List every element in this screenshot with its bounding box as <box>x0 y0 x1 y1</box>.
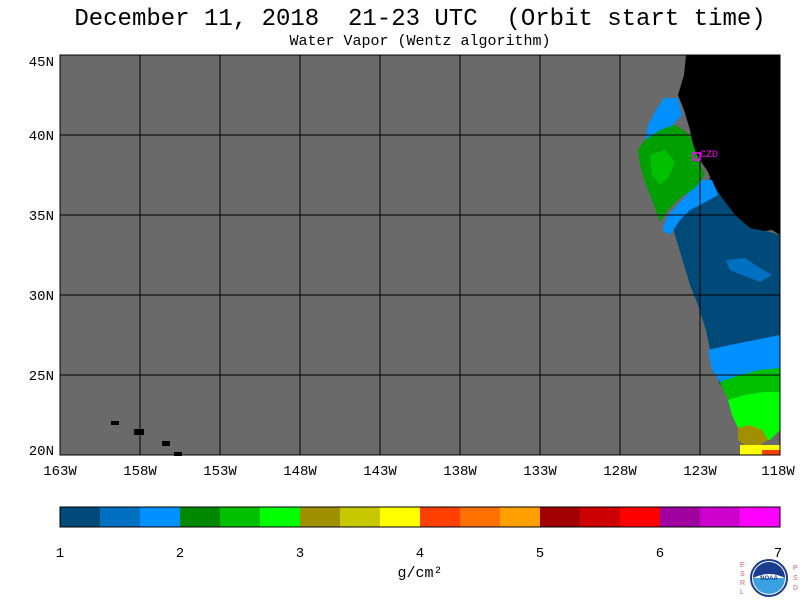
lon-label-133: 133W <box>523 464 557 480</box>
lat-label-20: 20N <box>29 444 54 460</box>
colorbar-segment <box>620 507 661 527</box>
longitude-labels: 163W 158W 153W 148W 143W 138W 133W 128W … <box>43 464 795 480</box>
colorbar-segment <box>500 507 541 527</box>
colorbar-tick-5: 5 <box>536 546 544 562</box>
svg-text:R: R <box>740 580 745 587</box>
land-mass <box>678 55 780 235</box>
colorbar-segment <box>460 507 501 527</box>
swath-light-blue-mid <box>662 180 718 235</box>
colorbar-segment <box>740 507 781 527</box>
colorbar-tick-2: 2 <box>176 546 184 562</box>
colorbar-segment <box>220 507 261 527</box>
swath-bright-green-north <box>650 150 675 185</box>
lon-label-158: 158W <box>123 464 157 480</box>
colorbar-segment <box>140 507 181 527</box>
map-title: December 11, 2018 21-23 UTC (Orbit start… <box>74 6 766 33</box>
svg-text:D: D <box>793 585 798 592</box>
lat-label-25: 25N <box>29 369 54 385</box>
svg-text:E: E <box>740 562 745 569</box>
lon-label-143: 143W <box>363 464 397 480</box>
colorbar-tick-1: 1 <box>56 546 64 562</box>
lon-label-118: 118W <box>761 464 795 480</box>
lon-label-123: 123W <box>683 464 717 480</box>
swath-olive <box>738 425 768 445</box>
map-frame <box>59 54 781 456</box>
swath-light-blue-patch <box>726 258 772 282</box>
hawaii-islands <box>111 421 182 456</box>
station-label: CZD <box>700 150 718 161</box>
swath-orange-edge <box>762 450 780 455</box>
colorbar-segment <box>700 507 741 527</box>
latitude-labels: 45N 40N 35N 30N 25N 20N <box>29 55 54 460</box>
swath-light-blue-north <box>645 98 682 140</box>
lat-label-30: 30N <box>29 289 54 305</box>
colorbar-segment <box>660 507 701 527</box>
colorbar-units-label: g/cm² <box>397 565 442 582</box>
colorbar-tick-labels: 1 2 3 4 5 6 7 <box>56 546 782 562</box>
svg-text:S: S <box>740 571 745 578</box>
swath-dark-blue <box>672 178 780 385</box>
lon-label-138: 138W <box>443 464 477 480</box>
lat-label-35: 35N <box>29 209 54 225</box>
noaa-text: NOAA <box>760 576 778 582</box>
lon-label-128: 128W <box>603 464 637 480</box>
psd-letters: PSD <box>793 565 798 592</box>
colorbar-segment <box>580 507 621 527</box>
lon-label-148: 148W <box>283 464 317 480</box>
lat-label-40: 40N <box>29 129 54 145</box>
colorbar-segment <box>60 507 101 527</box>
colorbar-frame <box>59 506 781 528</box>
svg-text:L: L <box>740 589 744 596</box>
lon-label-163: 163W <box>43 464 77 480</box>
map-grid <box>60 55 780 455</box>
colorbar-segment <box>300 507 341 527</box>
colorbar <box>60 507 781 527</box>
svg-text:P: P <box>793 565 798 572</box>
colorbar-tick-4: 4 <box>416 546 424 562</box>
lat-label-45: 45N <box>29 55 54 71</box>
colorbar-segment <box>380 507 421 527</box>
colorbar-segment <box>540 507 581 527</box>
colorbar-tick-3: 3 <box>296 546 304 562</box>
colorbar-segment <box>100 507 141 527</box>
colorbar-tick-7: 7 <box>774 546 782 562</box>
svg-text:S: S <box>793 575 798 582</box>
colorbar-segment <box>340 507 381 527</box>
swath-green-north <box>638 125 705 222</box>
colorbar-segment <box>420 507 461 527</box>
map-subtitle: Water Vapor (Wentz algorithm) <box>289 33 551 50</box>
colorbar-tick-6: 6 <box>656 546 664 562</box>
station-marker: CZD <box>692 150 718 161</box>
colorbar-segment <box>260 507 301 527</box>
lon-label-153: 153W <box>203 464 237 480</box>
colorbar-segment <box>180 507 221 527</box>
